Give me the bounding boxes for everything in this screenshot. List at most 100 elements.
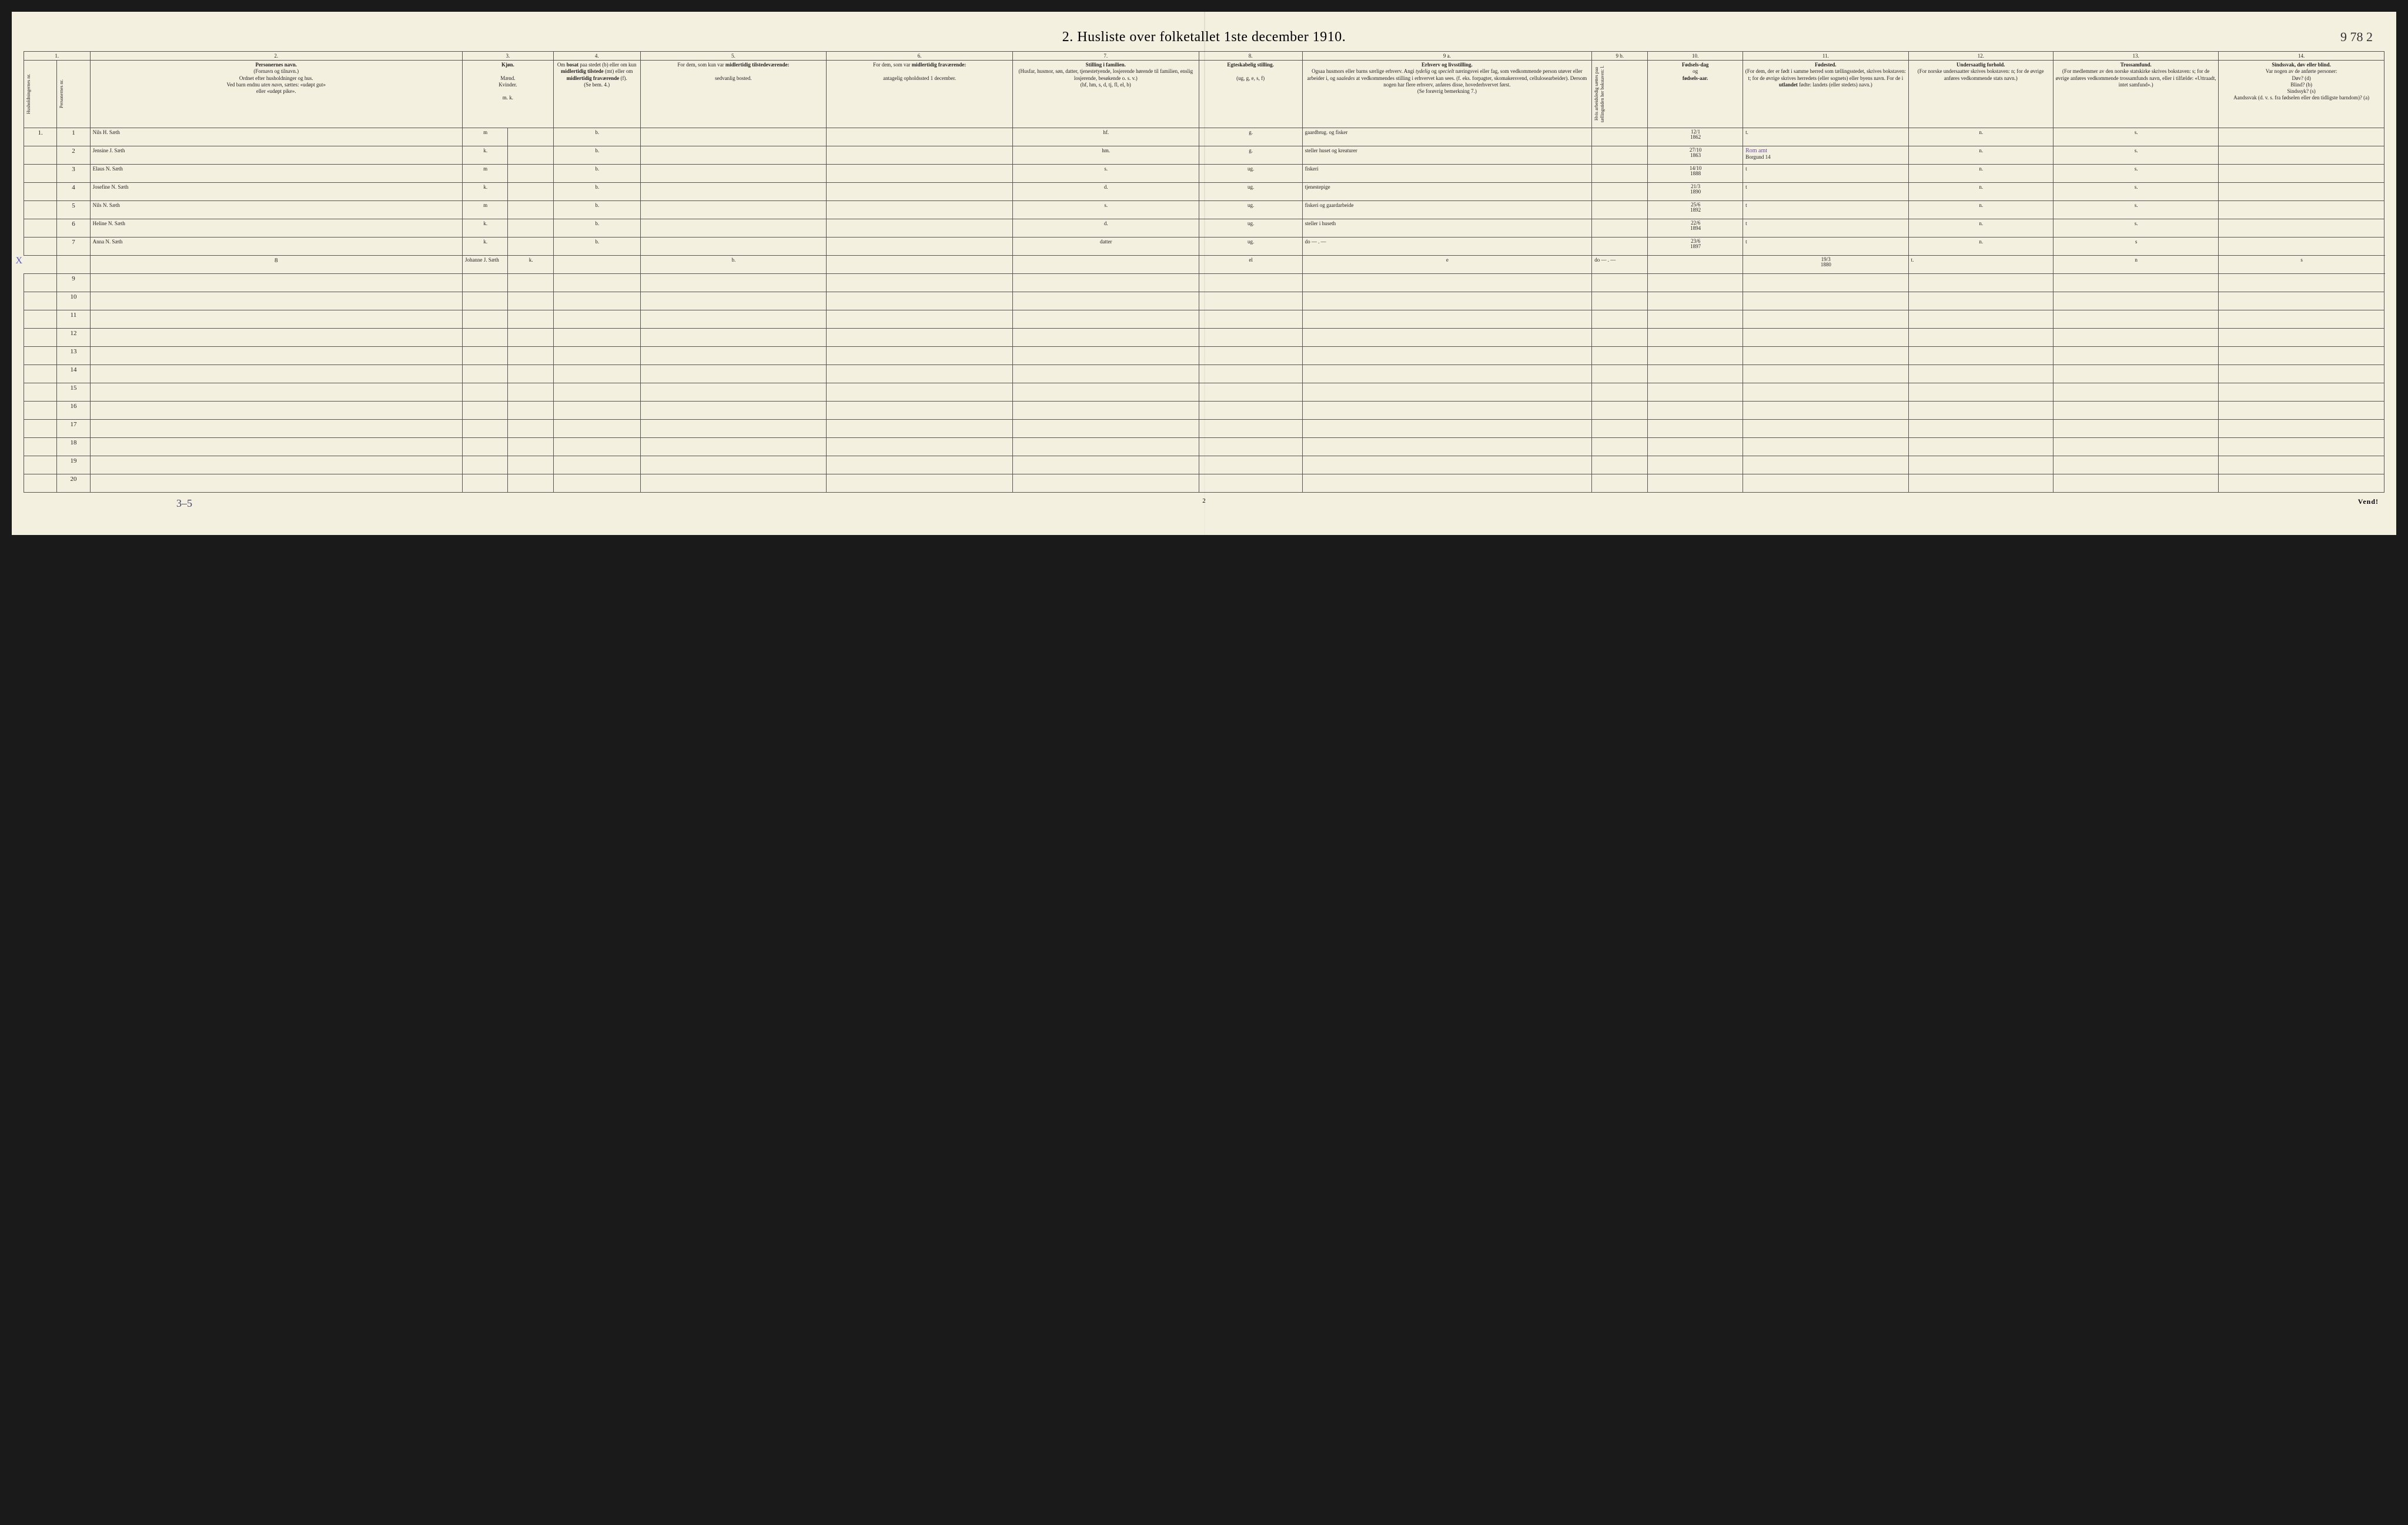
cell-disability [2219, 146, 2384, 165]
cell-sex-m: k. [462, 146, 507, 165]
cell-birthdate: 14/101888 [1648, 165, 1743, 183]
cell-residence: b. [553, 128, 640, 146]
header-residence: Om bosat paa stedet (b) eller om kun mid… [553, 61, 640, 128]
cell-disability [2219, 238, 2384, 256]
cell-sex-k [508, 219, 553, 238]
table-row-blank: 19 [24, 456, 2384, 474]
cell-sex-m: m [462, 165, 507, 183]
cell-sex-k [508, 146, 553, 165]
cell-residence: b. [553, 219, 640, 238]
cell-occupation: tjenestepige [1302, 183, 1592, 201]
cell-marital: g. [1199, 146, 1302, 165]
cell-marital: e [1302, 256, 1592, 274]
table-header: 1.2.3.4.5.6.7.8.9 a.9 b.10.11.12.13.14. … [24, 52, 2384, 128]
cell-person-nr: 11 [57, 310, 90, 329]
cell-unemployed [1648, 256, 1743, 274]
table-body: 1.1Nils H. Sæthmb.hf.g.gaardbrug. og fis… [24, 128, 2384, 493]
cell-unemployed [1592, 183, 1648, 201]
cell-household [24, 201, 57, 219]
header-temp-absent: For dem, som var midlertidig fraværende:… [827, 61, 1013, 128]
cell-religion: s. [2053, 165, 2219, 183]
header-name: Personernes navn.(Fornavn og tilnavn.)Or… [90, 61, 462, 128]
cell-disability [2219, 128, 2384, 146]
col-number: 11. [1743, 52, 1909, 61]
table-row-blank: 11 [24, 310, 2384, 329]
cell-sex-m: k. [462, 219, 507, 238]
header-temp-present: For dem, som kun var midlertidig tilsted… [640, 61, 827, 128]
cell-birthplace: t. [1743, 128, 1909, 146]
cell-birthdate: 19/31880 [1743, 256, 1909, 274]
cell-temp-present [640, 238, 827, 256]
cell-birthdate: 21/31890 [1648, 183, 1743, 201]
cell-household [24, 146, 57, 165]
cell-person-nr: 10 [57, 292, 90, 310]
cell-temp-present [640, 165, 827, 183]
cell-residence: b. [553, 201, 640, 219]
col-number: 8. [1199, 52, 1302, 61]
cell-birthplace: t [1743, 201, 1909, 219]
cell-sex-k [508, 238, 553, 256]
cell-birthdate: 12/11862 [1648, 128, 1743, 146]
header-person-nr: Personernes nr. [57, 61, 90, 128]
table-row-blank: 10 [24, 292, 2384, 310]
cell-birthplace: t [1743, 219, 1909, 238]
cell-unemployed [1592, 201, 1648, 219]
cell-occupation: steller i huseth [1302, 219, 1592, 238]
cell-temp-present [640, 219, 827, 238]
cell-name: Josefine N. Sæth [90, 183, 462, 201]
cell-temp-absent [827, 128, 1013, 146]
cell-disability [2219, 219, 2384, 238]
cell-person-nr: 17 [57, 420, 90, 438]
cell-sex-m: k. [508, 256, 553, 274]
cell-household [24, 165, 57, 183]
cell-name: Anna N. Sæth [90, 238, 462, 256]
cell-temp-absent [827, 201, 1013, 219]
cell-name: Jensine J. Sæth [90, 146, 462, 165]
cell-sex-k [508, 183, 553, 201]
cell-name: Johanne J. Sæth [462, 256, 507, 274]
cell-religion: s [2219, 256, 2384, 274]
cell-disability [2219, 201, 2384, 219]
header-sex: Kjøn.Mænd.Kvinder.m. k. [462, 61, 553, 128]
cell-temp-present [640, 128, 827, 146]
cell-family-position: el [1199, 256, 1302, 274]
cell-nationality: n. [1908, 238, 2053, 256]
cell-marital: g. [1199, 128, 1302, 146]
cell-sex-m: m [462, 201, 507, 219]
footer-turn-over: Vend! [2358, 497, 2384, 510]
cell-person-nr: 12 [57, 329, 90, 347]
table-row-blank: 13 [24, 347, 2384, 365]
cell-disability [2219, 165, 2384, 183]
table-row-blank: 17 [24, 420, 2384, 438]
cell-birthplace: t [1743, 238, 1909, 256]
cell-birthplace: t [1743, 165, 1909, 183]
cell-birthplace: t [1743, 183, 1909, 201]
table-row-blank: 16 [24, 402, 2384, 420]
col-number: 9 b. [1592, 52, 1648, 61]
cell-temp-absent [827, 238, 1013, 256]
cell-nationality: n. [1908, 165, 2053, 183]
cell-unemployed [1592, 165, 1648, 183]
cell-birthdate: 27/101863 [1648, 146, 1743, 165]
cell-sex-k [508, 128, 553, 146]
header-household-nr: Husholdningernes nr. [24, 61, 57, 128]
cell-religion: s. [2053, 201, 2219, 219]
table-row: 3Elaus N. Sæthmb.s.ug.fiskeri14/101888tn… [24, 165, 2384, 183]
cell-name: Nils N. Sæth [90, 201, 462, 219]
cell-marital: ug. [1199, 201, 1302, 219]
footer-page-number: 2 [1202, 497, 1206, 504]
cell-temp-present [827, 256, 1013, 274]
cell-temp-present [640, 146, 827, 165]
cell-person-nr: 14 [57, 365, 90, 383]
cell-occupation: fiskeri [1302, 165, 1592, 183]
cell-birthplace: t. [1908, 256, 2053, 274]
cell-residence: b. [553, 183, 640, 201]
cell-marital: ug. [1199, 165, 1302, 183]
cell-unemployed [1592, 146, 1648, 165]
cell-family-position: hf. [1012, 128, 1199, 146]
table-row: 4Josefine N. Sæthk.b.d.ug.tjenestepige21… [24, 183, 2384, 201]
cell-person-nr: 7 [57, 238, 90, 256]
cell-residence: b. [553, 165, 640, 183]
table-row-blank: 15 [24, 383, 2384, 402]
page-title: 2. Husliste over folketallet 1ste decemb… [1062, 29, 1346, 45]
